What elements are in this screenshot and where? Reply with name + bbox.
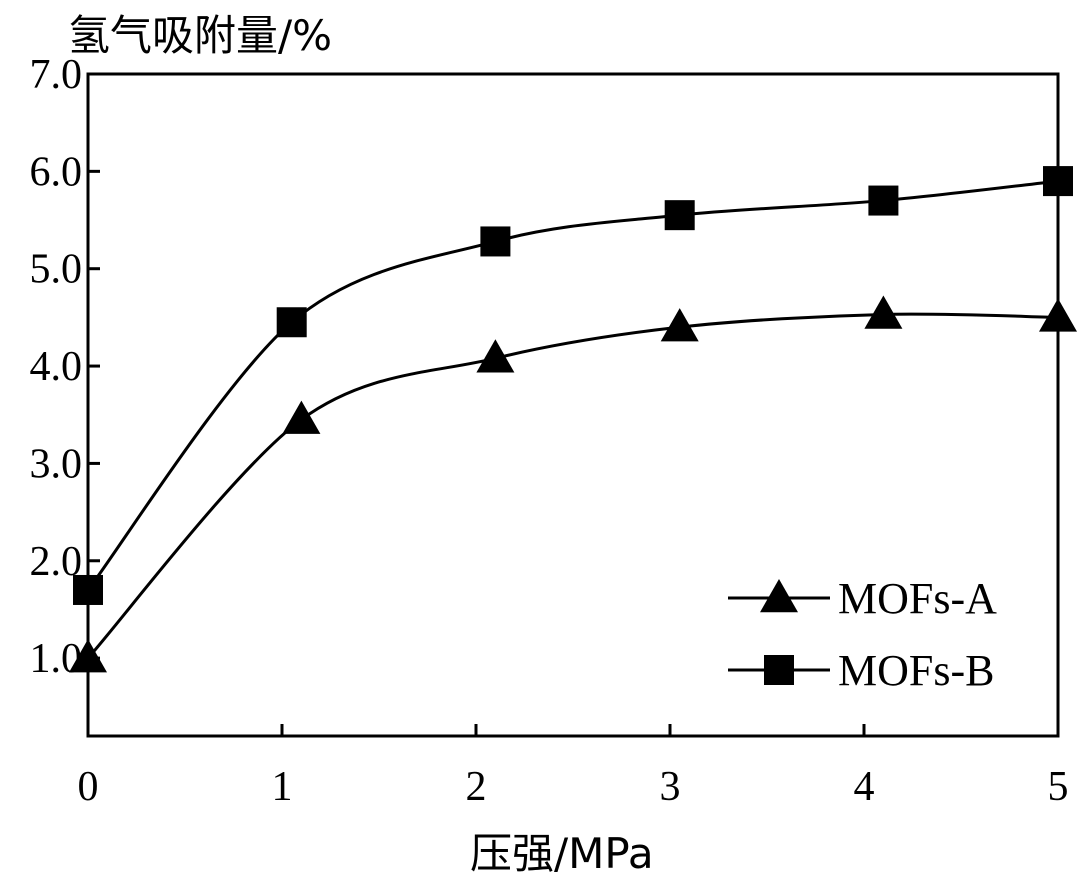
x-axis-title: 压强/MPa: [470, 829, 654, 874]
plot-frame: [86, 72, 1060, 738]
legend: MOFs-A MOFs-B: [728, 574, 997, 695]
y-axis: 1.02.03.04.05.06.07.0: [30, 52, 100, 682]
legend-label: MOFs-B: [838, 646, 995, 695]
series-line-MOFs-B: [86, 179, 1059, 591]
data-point-MOFs-A: [1039, 298, 1077, 332]
y-tick-label: 7.0: [30, 52, 83, 98]
data-point-MOFs-B: [1043, 166, 1073, 197]
data-point-MOFs-A: [282, 400, 321, 434]
data-point-MOFs-A: [864, 295, 903, 329]
x-axis: 0 1 2 3 4 5: [78, 724, 1069, 810]
data-point-MOFs-A: [476, 339, 515, 373]
x-tick-label: 4: [854, 764, 875, 810]
series-layer: [69, 166, 1077, 673]
y-tick-label: 6.0: [30, 149, 83, 195]
x-tick-label: 3: [660, 764, 681, 810]
data-point-MOFs-B: [73, 574, 103, 605]
x-tick-label: 2: [466, 764, 487, 810]
legend-marker-MOFs-B: [764, 655, 794, 685]
data-point-MOFs-B: [868, 185, 899, 216]
data-point-MOFs-B: [276, 307, 307, 338]
y-tick-label: 5.0: [30, 247, 83, 293]
x-tick-label: 5: [1048, 764, 1069, 810]
y-tick-label: 3.0: [30, 441, 83, 487]
legend-marker-MOFs-A: [760, 579, 798, 613]
y-tick-label: 4.0: [30, 344, 83, 390]
y-axis-title: 氢气吸附量/%: [68, 11, 332, 60]
y-tick-label: 1.0: [30, 636, 83, 682]
data-point-MOFs-B: [664, 200, 695, 231]
x-tick-label: 0: [78, 764, 99, 810]
data-point-MOFs-B: [480, 226, 511, 257]
data-point-MOFs-A: [69, 639, 107, 673]
legend-label: MOFs-A: [838, 574, 997, 623]
x-tick-label: 1: [272, 764, 293, 810]
data-point-MOFs-A: [660, 308, 699, 342]
